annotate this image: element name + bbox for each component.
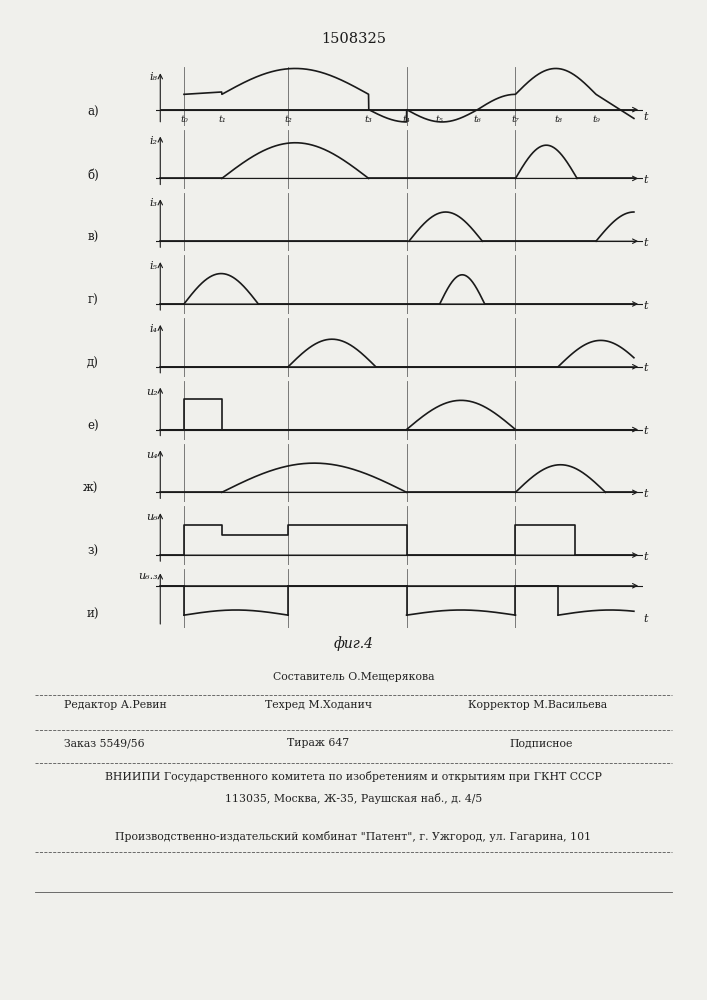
Text: t: t xyxy=(643,489,648,499)
Text: д): д) xyxy=(87,357,99,370)
Text: t: t xyxy=(643,614,648,624)
Text: i₃: i₃ xyxy=(150,198,158,208)
Text: Заказ 5549/56: Заказ 5549/56 xyxy=(64,738,144,748)
Text: а): а) xyxy=(87,106,99,119)
Text: t₄: t₄ xyxy=(403,115,411,124)
Text: t₂: t₂ xyxy=(284,115,292,124)
Text: t₃: t₃ xyxy=(365,115,373,124)
Text: Производственно-издательский комбинат "Патент", г. Ужгород, ул. Гагарина, 101: Производственно-издательский комбинат "П… xyxy=(115,831,592,842)
Text: Тираж 647: Тираж 647 xyxy=(287,738,349,748)
Text: t: t xyxy=(643,238,648,248)
Text: i₈: i₈ xyxy=(150,72,158,82)
Text: г): г) xyxy=(88,294,99,307)
Text: е): е) xyxy=(87,420,99,433)
Text: t: t xyxy=(643,552,648,562)
Text: Редактор А.Ревин: Редактор А.Ревин xyxy=(64,700,166,710)
Text: t: t xyxy=(643,112,648,122)
Text: з): з) xyxy=(88,545,99,558)
Text: t₁: t₁ xyxy=(218,115,226,124)
Text: t₅: t₅ xyxy=(436,115,443,124)
Text: и): и) xyxy=(86,608,99,621)
Text: t₀: t₀ xyxy=(180,115,188,124)
Text: Техред М.Ходанич: Техред М.Ходанич xyxy=(264,700,372,710)
Text: в): в) xyxy=(88,231,99,244)
Text: u₄: u₄ xyxy=(146,450,158,460)
Text: t: t xyxy=(643,301,648,311)
Text: ВНИИПИ Государственного комитета по изобретениям и открытиям при ГКНТ СССР: ВНИИПИ Государственного комитета по изоб… xyxy=(105,771,602,782)
Text: t: t xyxy=(643,175,648,185)
Text: б): б) xyxy=(87,169,99,182)
Text: ж): ж) xyxy=(83,482,99,495)
Text: i₅: i₅ xyxy=(150,261,158,271)
Text: t: t xyxy=(643,426,648,436)
Text: u₆.₃: u₆.₃ xyxy=(139,571,158,581)
Text: Корректор М.Васильева: Корректор М.Васильева xyxy=(468,700,607,710)
Text: t: t xyxy=(643,363,648,373)
Text: 1508325: 1508325 xyxy=(321,32,386,46)
Text: t₈: t₈ xyxy=(554,115,562,124)
Text: фиг.4: фиг.4 xyxy=(334,636,373,651)
Text: Подписное: Подписное xyxy=(509,738,573,748)
Text: i₄: i₄ xyxy=(150,324,158,334)
Text: t₇: t₇ xyxy=(512,115,520,124)
Text: u₂: u₂ xyxy=(146,387,158,397)
Text: 113035, Москва, Ж-35, Раушская наб., д. 4/5: 113035, Москва, Ж-35, Раушская наб., д. … xyxy=(225,793,482,804)
Text: i₂: i₂ xyxy=(150,136,158,146)
Text: u₆: u₆ xyxy=(146,512,158,522)
Text: t₆: t₆ xyxy=(474,115,481,124)
Text: t₉: t₉ xyxy=(592,115,600,124)
Text: Составитель О.Мещерякова: Составитель О.Мещерякова xyxy=(273,672,434,682)
